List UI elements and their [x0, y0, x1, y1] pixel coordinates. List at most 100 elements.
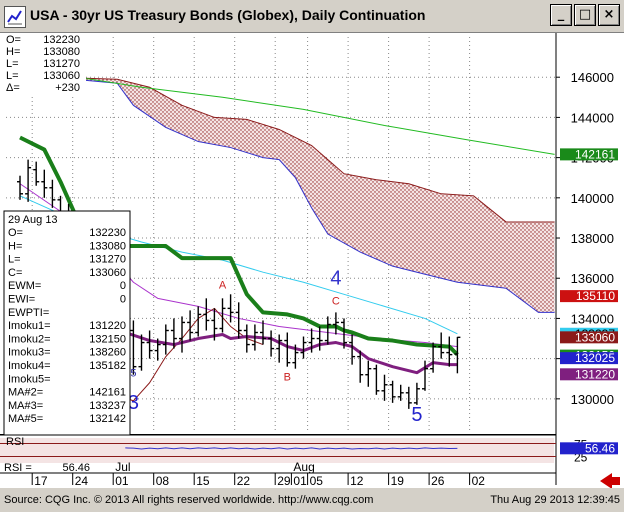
info-box-key: Imoku5= — [8, 373, 51, 385]
info-box-value: 133237 — [89, 400, 126, 412]
ohlc-bar — [49, 179, 56, 208]
price-tag-box — [560, 331, 618, 344]
ohlc-bar — [179, 316, 185, 353]
rsi-readout-value: 56.46 — [62, 462, 90, 474]
info-box-key: MA#2= — [8, 387, 43, 399]
ohlc-bar — [227, 294, 234, 323]
ohlc-header-key: L= — [6, 70, 19, 82]
maximize-button[interactable]: □ — [574, 4, 596, 26]
ohlc-bar — [389, 380, 396, 403]
ohlc-header-key: L= — [6, 58, 19, 70]
rsi-pane-label: RSI — [6, 436, 24, 448]
info-box-key: Imoku3= — [8, 347, 51, 359]
ohlc-bar — [235, 302, 242, 339]
ohlc-bar — [268, 330, 275, 357]
info-box-key: MA#3= — [8, 400, 43, 412]
ohlc-header-value: 133060 — [43, 70, 80, 82]
ohlc-bar — [438, 332, 445, 359]
ohlc-bar — [284, 332, 291, 367]
price-axis-label: 138000 — [571, 231, 614, 246]
time-axis-label: 29 — [277, 474, 291, 488]
close-button[interactable]: × — [598, 4, 620, 26]
ohlc-bar — [300, 336, 307, 359]
ohlc-bar — [195, 306, 202, 337]
ohlc-bar — [373, 364, 380, 395]
info-box-value: 133080 — [89, 240, 126, 252]
time-axis-label: 01 — [115, 474, 129, 488]
price-tag: 132025 — [560, 351, 618, 365]
price-tag-box — [560, 148, 618, 161]
ohlc-bar — [187, 310, 194, 341]
wave-label: 3 — [128, 392, 139, 414]
price-tag-box — [560, 368, 618, 381]
price-chart[interactable]: 453AB4C5 1460001440001420001400001380001… — [0, 33, 624, 489]
ohlc-bar — [454, 336, 461, 374]
ohlc-bar — [357, 350, 364, 383]
price-tag-box — [560, 352, 618, 365]
info-box-key: C= — [8, 267, 22, 279]
price-tag-label: 131220 — [575, 367, 615, 381]
chart-window[interactable]: 453AB4C5 1460001440001420001400001380001… — [0, 32, 624, 489]
minimize-button[interactable]: _ — [550, 4, 572, 26]
time-axis-label: 17 — [34, 474, 48, 488]
rsi-value-tag: 56.46 — [560, 441, 618, 455]
price-tag: 135110 — [560, 289, 618, 303]
info-box-key: MA#5= — [8, 413, 43, 425]
info-box-value: 132150 — [89, 333, 126, 345]
info-box-key: H= — [8, 240, 22, 252]
time-axis-label: 01 — [293, 474, 307, 488]
window-title: USA - 30yr US Treasury Bonds (Globex), D… — [30, 7, 426, 23]
ohlc-bar — [381, 374, 388, 401]
info-box-key: Imoku1= — [8, 320, 51, 332]
ohlc-bar — [219, 298, 226, 333]
info-box-key: EWM= — [8, 280, 41, 292]
wave-label: 4 — [330, 267, 341, 289]
ohlc-bar — [365, 360, 372, 387]
info-box-date: 29 Aug 13 — [8, 214, 58, 226]
info-box-key: O= — [8, 227, 23, 239]
time-axis-label: 26 — [431, 474, 445, 488]
rsi-value-tag-label: 56.46 — [585, 441, 615, 455]
ohlc-bar — [276, 334, 283, 363]
price-axis-label: 146000 — [571, 70, 614, 85]
price-axis-label: 136000 — [571, 271, 614, 286]
price-axis-label: 134000 — [571, 311, 614, 326]
ohlc-bar — [260, 320, 266, 345]
rsi-value-tag-box — [560, 442, 618, 455]
ohlc-bar — [138, 334, 145, 371]
price-axis-label: 144000 — [571, 110, 614, 125]
ohlc-bar — [341, 318, 347, 349]
ohlc-header-key: H= — [6, 46, 20, 58]
ohlc-bar — [446, 336, 453, 367]
ohlc-bar — [251, 324, 258, 351]
ohlc-header-value: 133080 — [43, 46, 80, 58]
price-tag-label: 135110 — [576, 289, 615, 303]
time-axis-label: 12 — [350, 474, 364, 488]
ohlc-bar — [324, 316, 331, 345]
ohlc-bar — [25, 159, 32, 202]
status-timestamp: Thu Aug 29 2013 12:39:45 — [490, 494, 620, 506]
source-credit: Source: CQG Inc. © 2013 All rights reser… — [4, 494, 374, 506]
price-tag-box — [560, 290, 618, 303]
info-box-value: 135182 — [89, 360, 126, 372]
info-box-key: L= — [8, 254, 21, 266]
moving-average-2-line — [52, 72, 555, 155]
price-axis-label: 140000 — [571, 191, 614, 206]
ohlc-header-value: 131270 — [43, 58, 80, 70]
ohlc-header-value: 132230 — [43, 34, 80, 46]
info-box-value: 133060 — [89, 267, 126, 279]
ohlc-header-key: Δ= — [6, 82, 20, 94]
ohlc-bar — [243, 324, 250, 353]
price-tag: 133060 — [560, 330, 618, 344]
ohlc-bar — [33, 161, 40, 186]
info-box-key: EWI= — [8, 294, 35, 306]
ohlc-bar — [292, 344, 299, 369]
ohlc-bar — [349, 334, 356, 365]
price-axis-label: 130000 — [571, 392, 614, 407]
rsi-band — [0, 438, 554, 463]
info-box-value: 0 — [120, 294, 126, 306]
time-axis-label: 19 — [391, 474, 405, 488]
cloud-upper-span — [52, 76, 555, 223]
wave-label: 5 — [411, 404, 422, 426]
scroll-left-arrow-icon — [600, 473, 620, 489]
